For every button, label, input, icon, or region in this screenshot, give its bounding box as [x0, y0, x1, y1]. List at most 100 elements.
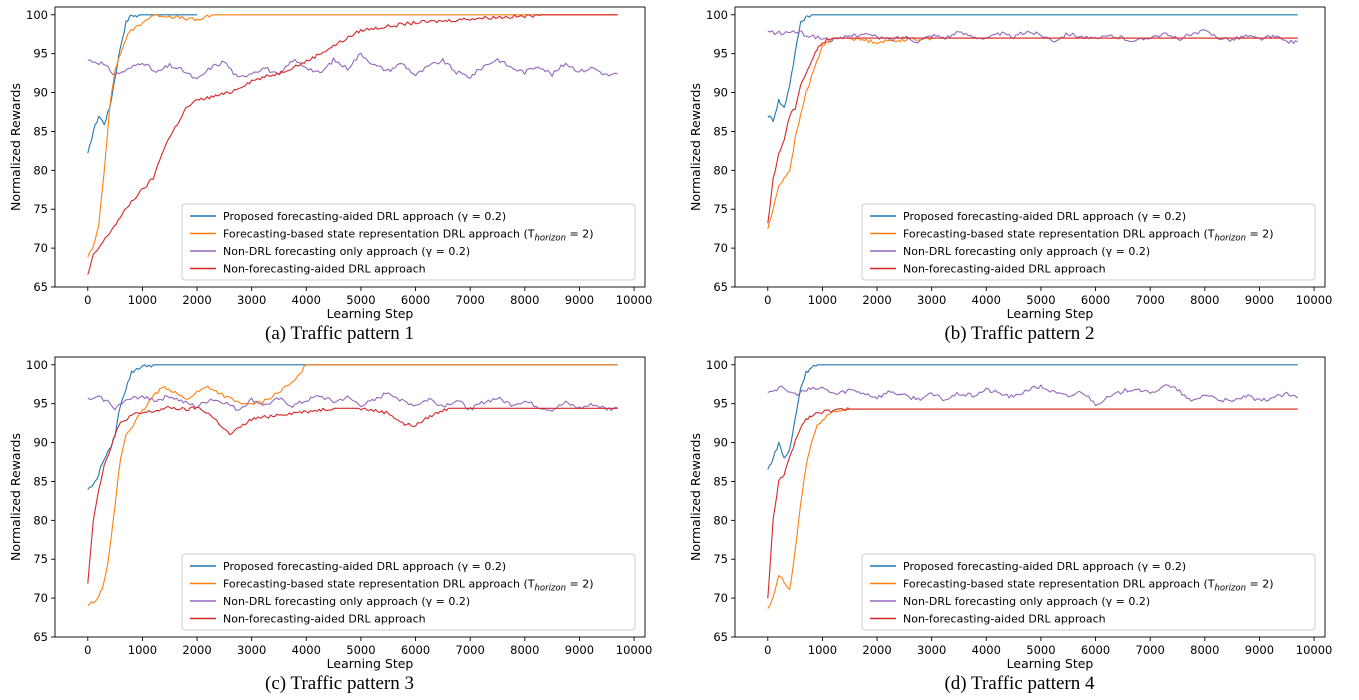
legend-c: Proposed forecasting-aided DRL approach … — [181, 553, 636, 631]
legend-label-a-3: Non-DRL forecasting only approach (γ = 0… — [223, 245, 470, 258]
y-tick-label-b: 85 — [713, 124, 728, 138]
x-tick-label-a: 10000 — [616, 293, 653, 307]
legend-a: Proposed forecasting-aided DRL approach … — [181, 203, 636, 281]
x-tick-label-a: 0 — [84, 293, 91, 307]
legend-label-d-3: Non-DRL forecasting only approach (γ = 0… — [903, 595, 1150, 608]
line-chart-c: 0 1000 2000 3000 4000 5000 6000 7000 8000 9000 100… — [8, 356, 653, 671]
legend-label-c-4: Non-forecasting-aided DRL approach — [223, 613, 426, 626]
y-tick-label-c: 85 — [33, 474, 48, 488]
y-tick-label-b: 80 — [713, 163, 728, 177]
y-tick-label-a: 100 — [26, 8, 48, 22]
series-line-d-1 — [767, 364, 1298, 470]
y-tick-label-c: 80 — [33, 513, 48, 527]
x-tick-label-c: 6000 — [401, 643, 430, 657]
y-tick-label-c: 90 — [33, 436, 48, 450]
y-tick-label-c: 95 — [33, 397, 48, 411]
plot-frame-c — [54, 356, 646, 638]
x-tick-label-b: 3000 — [917, 293, 946, 307]
x-tick-label-c: 10000 — [616, 643, 653, 657]
x-tick-label-b: 4000 — [972, 293, 1001, 307]
legend-box-c — [181, 553, 636, 631]
x-tick-label-d: 3000 — [917, 643, 946, 657]
y-tick-label-a: 85 — [33, 124, 48, 138]
series-line-a-4 — [87, 14, 618, 275]
y-tick-label-d: 65 — [713, 630, 728, 644]
legend-label-b-2: Forecasting-based state representation D… — [903, 228, 1273, 244]
caption-c: (c) Traffic pattern 3 — [265, 673, 414, 694]
legend-label-b-3: Non-DRL forecasting only approach (γ = 0… — [903, 245, 1150, 258]
y-tick-label-b: 65 — [713, 280, 728, 294]
x-axis-label-a: Learning Step — [327, 306, 414, 321]
x-tick-label-d: 5000 — [1026, 643, 1055, 657]
series-line-b-2 — [767, 36, 1298, 230]
x-tick-label-c: 1000 — [128, 643, 157, 657]
legend-label-a-2: Forecasting-based state representation D… — [223, 228, 593, 244]
legend-box-b — [861, 203, 1316, 281]
series-line-a-3 — [87, 52, 618, 80]
x-tick-label-b: 7000 — [1136, 293, 1165, 307]
y-axis-label-d: Normalized Rewards — [688, 433, 703, 561]
x-tick-label-c: 3000 — [237, 643, 266, 657]
legend-label-a-4: Non-forecasting-aided DRL approach — [223, 263, 426, 276]
y-axis-label-c: Normalized Rewards — [8, 433, 23, 561]
series-line-d-3 — [767, 384, 1299, 407]
legend-box-a — [181, 203, 636, 281]
x-tick-label-d: 2000 — [862, 643, 891, 657]
x-tick-label-a: 6000 — [401, 293, 430, 307]
x-tick-label-d: 1000 — [808, 643, 837, 657]
y-tick-label-b: 70 — [713, 241, 728, 255]
y-axis-label-a: Normalized Rewards — [8, 83, 23, 211]
line-chart-b: 0 1000 2000 3000 4000 5000 6000 7000 8000 9000 100… — [688, 6, 1333, 321]
legend-label-c-1: Proposed forecasting-aided DRL approach … — [223, 560, 506, 573]
legend-label-c-2: Forecasting-based state representation D… — [223, 578, 593, 594]
x-tick-label-c: 8000 — [510, 643, 539, 657]
x-tick-label-a: 3000 — [237, 293, 266, 307]
legend-b: Proposed forecasting-aided DRL approach … — [861, 203, 1316, 281]
x-tick-label-b: 5000 — [1026, 293, 1055, 307]
x-tick-label-d: 4000 — [972, 643, 1001, 657]
y-tick-label-b: 75 — [713, 202, 728, 216]
y-tick-label-a: 70 — [33, 241, 48, 255]
x-tick-label-d: 9000 — [1245, 643, 1274, 657]
line-chart-a: 0 1000 2000 3000 4000 5000 6000 7000 8000 9000 100… — [8, 6, 653, 321]
x-tick-label-c: 7000 — [456, 643, 485, 657]
x-tick-label-a: 7000 — [456, 293, 485, 307]
y-tick-label-b: 90 — [713, 86, 728, 100]
x-tick-label-a: 8000 — [510, 293, 539, 307]
x-tick-label-c: 5000 — [346, 643, 375, 657]
y-tick-label-c: 65 — [33, 630, 48, 644]
x-tick-label-c: 0 — [84, 643, 91, 657]
legend-label-d-2: Forecasting-based state representation D… — [903, 578, 1273, 594]
y-tick-label-c: 100 — [26, 358, 48, 372]
y-tick-label-b: 95 — [713, 47, 728, 61]
x-tick-label-c: 2000 — [182, 643, 211, 657]
y-tick-label-a: 80 — [33, 163, 48, 177]
line-chart-d: 0 1000 2000 3000 4000 5000 6000 7000 8000 9000 100… — [688, 356, 1332, 671]
y-axis-label-b: Normalized Rewards — [688, 83, 703, 211]
x-tick-label-c: 4000 — [292, 643, 321, 657]
y-tick-label-c: 75 — [33, 552, 48, 566]
x-tick-label-c: 9000 — [565, 643, 594, 657]
y-tick-label-d: 75 — [713, 552, 728, 566]
y-tick-label-d: 70 — [713, 591, 728, 605]
chart-panel-d: 0 1000 2000 3000 4000 5000 6000 7000 8000 9000 100… — [680, 350, 1359, 700]
y-tick-label-c: 70 — [33, 591, 48, 605]
y-tick-label-a: 90 — [33, 86, 48, 100]
x-tick-label-a: 1000 — [128, 293, 157, 307]
x-tick-label-b: 10000 — [1296, 293, 1333, 307]
series-line-c-4 — [87, 405, 618, 584]
series-line-c-2 — [87, 364, 618, 606]
chart-panel-a: 0 1000 2000 3000 4000 5000 6000 7000 8000 9000 100… — [0, 0, 679, 350]
y-tick-label-d: 95 — [713, 397, 728, 411]
chart-panel-b: 0 1000 2000 3000 4000 5000 6000 7000 8000 9000 100… — [680, 0, 1359, 350]
x-tick-label-a: 9000 — [565, 293, 594, 307]
legend-d: Proposed forecasting-aided DRL approach … — [861, 553, 1316, 631]
series-line-c-3 — [87, 392, 618, 412]
y-tick-label-d: 85 — [713, 474, 728, 488]
x-tick-label-d: 0 — [764, 643, 771, 657]
x-tick-label-b: 9000 — [1245, 293, 1274, 307]
legend-label-c-3: Non-DRL forecasting only approach (γ = 0… — [223, 595, 470, 608]
series-line-d-4 — [767, 407, 1298, 599]
x-tick-label-d: 7000 — [1136, 643, 1165, 657]
series-line-b-4 — [767, 37, 1298, 224]
